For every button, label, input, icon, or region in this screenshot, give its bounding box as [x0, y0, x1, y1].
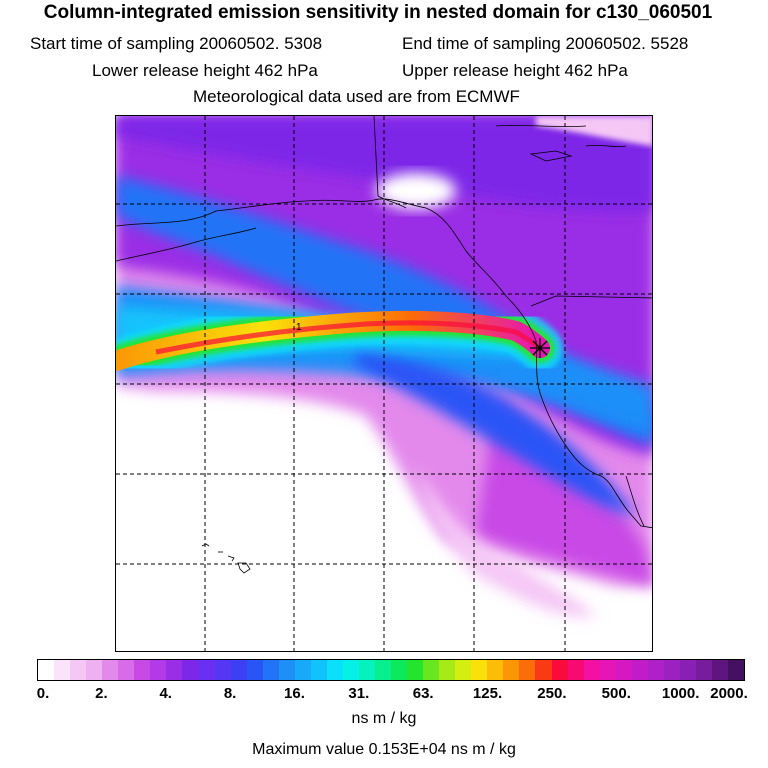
colorbar-units: ns m / kg: [351, 710, 417, 727]
colorbar: [37, 659, 745, 681]
colorbar-cell: [230, 660, 247, 680]
colorbar-tick-label: 63.: [412, 685, 434, 702]
colorbar-cell: [246, 660, 263, 680]
colorbar-tick-label: 16.: [284, 685, 305, 702]
colorbar-cell: [487, 660, 504, 680]
colorbar-cell: [711, 660, 729, 680]
colorbar-tick-label: 1000.: [661, 685, 700, 702]
colorbar-cell: [134, 660, 151, 680]
colorbar-cell: [214, 660, 231, 680]
colorbar-tick-label: 8.: [223, 685, 237, 702]
colorbar-tick-label: 250.: [537, 685, 567, 702]
colorbar-tick-label: 2000.: [710, 685, 748, 702]
colorbar-cell: [262, 660, 279, 680]
trajectory-marker-label: 1: [296, 322, 302, 333]
sensitivity-plume: [116, 297, 563, 387]
colorbar-cell: [583, 660, 600, 680]
release-site-star-icon: [530, 338, 550, 358]
end-time-label: End time of sampling 20060502. 5528: [402, 34, 689, 53]
page-title: Column-integrated emission sensitivity i…: [43, 2, 713, 23]
colorbar-cell: [391, 660, 408, 680]
hawaii-islands: [201, 543, 251, 574]
colorbar-cell: [118, 660, 135, 680]
sensitivity-field: [116, 116, 652, 617]
colorbar-cell: [471, 660, 488, 680]
sensitivity-map: 1: [115, 115, 653, 652]
colorbar-cell: [182, 660, 199, 680]
met-data-label: Meteorological data used are from ECMWF: [193, 87, 520, 106]
maximum-value-label: Maximum value 0.153E+04 ns m / kg: [252, 741, 516, 758]
colorbar-cell: [407, 660, 424, 680]
colorbar-cell: [38, 660, 55, 680]
colorbar-tick-label: 125.: [472, 685, 503, 702]
colorbar-cell: [70, 660, 87, 680]
colorbar-cell: [455, 660, 472, 680]
colorbar-tick-label: 31.: [348, 685, 370, 702]
colorbar-cell: [663, 660, 680, 680]
start-time-label: Start time of sampling 20060502. 5308: [30, 34, 323, 53]
colorbar-tick-label: 500.: [601, 685, 631, 702]
colorbar-cell: [278, 660, 295, 680]
lower-release-label: Lower release height 462 hPa: [92, 61, 318, 80]
colorbar-cell: [439, 660, 456, 680]
colorbar-cell: [728, 660, 745, 680]
colorbar-tick-label: 0.: [36, 685, 50, 702]
colorbar-cell: [166, 660, 183, 680]
colorbar-cell: [102, 660, 119, 680]
colorbar-cell: [599, 660, 616, 680]
colorbar-cell: [615, 660, 632, 680]
colorbar-cell: [358, 660, 375, 680]
colorbar-cell: [54, 660, 71, 680]
map-canvas: 1: [116, 116, 652, 651]
colorbar-cell: [198, 660, 215, 680]
colorbar-cell: [551, 660, 568, 680]
colorbar-cell: [326, 660, 343, 680]
colorbar-cell: [294, 660, 311, 680]
graticule: [116, 116, 652, 651]
colorbar-cell: [567, 660, 584, 680]
colorbar-cell: [695, 660, 712, 680]
colorbar-cell: [150, 660, 167, 680]
colorbar-cell: [310, 660, 327, 680]
colorbar-cell: [374, 660, 392, 680]
colorbar-tick-label: 4.: [159, 685, 172, 702]
colorbar-cell: [423, 660, 440, 680]
colorbar-cell: [631, 660, 648, 680]
colorbar-cell: [342, 660, 359, 680]
colorbar-cell: [86, 660, 103, 680]
upper-release-label: Upper release height 462 hPa: [402, 61, 628, 80]
colorbar-tick-label: 2.: [95, 685, 108, 702]
colorbar-cell: [503, 660, 520, 680]
colorbar-cell: [647, 660, 664, 680]
colorbar-cell: [519, 660, 536, 680]
colorbar-cell: [535, 660, 552, 680]
colorbar-cell: [679, 660, 696, 680]
